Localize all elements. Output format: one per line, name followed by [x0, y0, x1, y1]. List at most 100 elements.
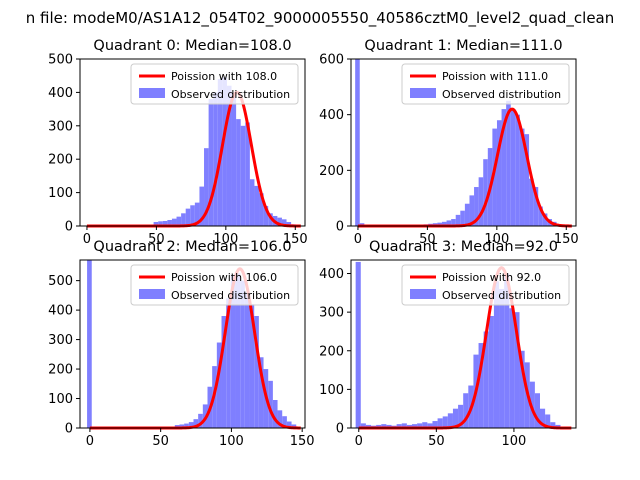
histogram-bar [446, 220, 452, 226]
histogram-bar [162, 220, 168, 226]
histogram-bar [221, 316, 227, 428]
y-tick-label: 200 [48, 153, 73, 168]
panel-title: Quadrant 1: Median=111.0 [364, 38, 562, 54]
histogram-bar [499, 288, 505, 428]
histogram-bar [432, 421, 438, 428]
histogram-bar [458, 404, 464, 428]
histogram-bar [226, 298, 231, 428]
legend-box [130, 63, 299, 105]
histogram-bar [529, 178, 534, 226]
y-tick-label: 100 [319, 383, 344, 398]
histogram-bar [272, 400, 278, 428]
x-tick-label: 0 [355, 434, 363, 449]
y-tick-label: 600 [319, 53, 344, 68]
histogram-bar [268, 213, 273, 226]
x-tick-label: 100 [213, 232, 238, 247]
histogram-bar [167, 219, 172, 226]
y-tick-label: 200 [319, 344, 344, 359]
poisson-curve [357, 107, 572, 228]
x-tick-label: 50 [152, 434, 169, 449]
axes-frame [350, 259, 577, 429]
y-tick-label: 200 [319, 164, 344, 179]
x-tick-label: 100 [484, 232, 509, 247]
histogram-bar [231, 92, 237, 227]
histogram-bar [550, 422, 556, 428]
histogram-bar [492, 128, 497, 226]
x-tick-label: 50 [428, 434, 445, 449]
legend-box [130, 264, 299, 306]
y-tick-label: 0 [65, 422, 73, 437]
histogram-bar [478, 177, 484, 226]
histogram-bar [176, 216, 182, 226]
histogram-bar [540, 408, 546, 428]
panel-title: Quadrant 0: Median=108.0 [93, 38, 291, 54]
x-tick-label: 100 [502, 434, 527, 449]
y-tick-label: 100 [48, 392, 73, 407]
histogram-bar [190, 205, 195, 226]
histogram-bar [510, 109, 516, 226]
histogram-bar [226, 85, 232, 226]
histogram-bar [447, 413, 453, 428]
histogram-bar [254, 316, 259, 428]
panel-title: Quadrant 2: Median=106.0 [93, 239, 291, 255]
histogram-bar [483, 159, 488, 226]
histogram-bar [277, 410, 283, 428]
legend-poisson-label: Poission with 111.0 [442, 70, 548, 83]
histogram-bar [259, 193, 264, 226]
y-tick-label: 0 [336, 220, 344, 235]
histogram-bar [504, 273, 510, 428]
histogram-bar [406, 424, 412, 428]
histogram-bar [451, 219, 456, 226]
histogram-bar [281, 219, 287, 226]
histogram-bar [286, 221, 292, 226]
y-tick-label: 500 [48, 274, 73, 289]
histogram-bar [179, 424, 185, 428]
histogram-bar [452, 408, 459, 428]
x-tick-label: 150 [290, 434, 315, 449]
histogram-bar [355, 59, 360, 226]
histogram-bar [437, 222, 442, 226]
histogram-bar [240, 280, 245, 428]
x-tick-label: 150 [283, 232, 308, 247]
x-tick-label: 0 [83, 232, 91, 247]
histogram-bar [360, 423, 366, 428]
x-tick-label: 0 [354, 232, 362, 247]
histogram-bar [514, 312, 520, 428]
histogram-bar [442, 416, 448, 428]
y-tick-label: 400 [48, 304, 73, 319]
histogram-bar [282, 416, 287, 428]
y-tick-label: 400 [319, 108, 344, 123]
histogram-bar [464, 203, 470, 226]
histogram-bar [355, 261, 361, 428]
histogram-bar [277, 217, 282, 226]
histogram-bar [245, 122, 250, 226]
histogram-bar [455, 214, 461, 226]
histogram-bar [538, 206, 543, 226]
histogram-bar [396, 424, 402, 428]
x-tick-label: 50 [419, 232, 436, 247]
y-tick-label: 500 [48, 53, 73, 68]
histogram-bar [506, 100, 511, 226]
legend-observed-label: Observed distribution [171, 88, 290, 101]
histogram-bar [249, 179, 255, 226]
legend-observed-label: Observed distribution [171, 289, 290, 302]
histogram-bar [474, 187, 479, 226]
histogram-bar [153, 221, 159, 226]
histogram-bar [534, 393, 540, 428]
legend-poisson-label: Poission with 108.0 [171, 70, 277, 83]
histogram-bar [493, 281, 500, 428]
histogram-bar [208, 99, 214, 226]
histogram-bar [236, 119, 241, 226]
histogram-bar [87, 260, 92, 428]
histogram-bar [365, 424, 372, 428]
legend-box [401, 63, 570, 105]
histogram-bar [478, 343, 484, 428]
histogram-bar [188, 422, 194, 428]
histogram-bar [524, 134, 530, 226]
histogram-bar [469, 195, 475, 226]
y-tick-label: 0 [336, 422, 344, 437]
figure-suptitle: n file: modeM0/AS1A12_054T02_9000005550_… [26, 9, 615, 28]
histogram-bar [235, 273, 241, 428]
histogram-bar [515, 114, 520, 226]
histogram-bar [222, 77, 227, 227]
